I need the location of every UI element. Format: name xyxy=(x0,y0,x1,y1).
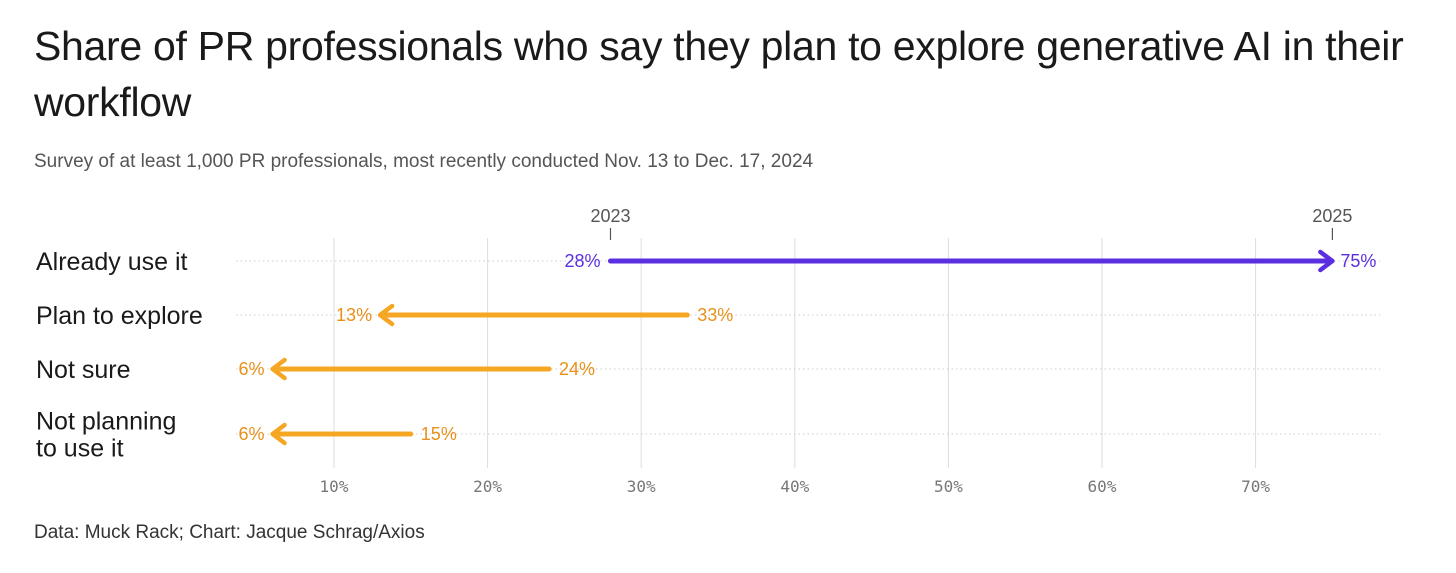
x-tick-label: 10% xyxy=(320,477,349,496)
x-tick-label: 40% xyxy=(780,477,809,496)
value-label-2025: 75% xyxy=(1340,251,1376,271)
x-tick-label: 20% xyxy=(473,477,502,496)
category-label-line: Not planning xyxy=(36,408,176,436)
category-label: Plan to explore xyxy=(36,302,203,330)
arrow-head xyxy=(377,303,395,327)
chart-subtitle: Survey of at least 1,000 PR professional… xyxy=(34,151,814,172)
value-label-2023: 33% xyxy=(697,305,733,325)
arrow-head xyxy=(270,357,287,381)
x-tick-label: 70% xyxy=(1241,477,1270,496)
year-markers: 2023 2025 xyxy=(590,206,1352,240)
row-guides xyxy=(236,260,1380,435)
category-label-line: to use it xyxy=(36,435,124,463)
category-label-line: Not sure xyxy=(36,356,130,384)
chart-title: Share of PR professionals who say they p… xyxy=(34,23,1404,125)
x-tick-label: 60% xyxy=(1088,477,1117,496)
value-label-2025: 6% xyxy=(239,424,265,444)
category-label-line: Already use it xyxy=(36,248,188,276)
arrow-head xyxy=(1318,249,1335,273)
year-label-end: 2025 xyxy=(1312,206,1352,226)
arrow-head xyxy=(270,422,287,446)
category-label: Already use it xyxy=(36,248,188,276)
category-labels: Already use it Plan to explore Not sure Not… xyxy=(36,248,203,463)
value-label-2023: 28% xyxy=(564,251,600,271)
category-label: Not sure xyxy=(36,356,130,384)
arrows: 28% 75% 33% 13% 24% 6% 15% 6% xyxy=(239,249,1376,446)
value-label-2023: 15% xyxy=(421,424,457,444)
year-label-start: 2023 xyxy=(590,206,630,226)
source-credit: Data: Muck Rack; Chart: Jacque Schrag/Ax… xyxy=(34,522,425,543)
category-label: Not planning to use it xyxy=(36,408,176,463)
value-label-2023: 24% xyxy=(559,359,595,379)
value-label-2025: 13% xyxy=(336,305,372,325)
category-label-line: Plan to explore xyxy=(36,302,203,330)
x-tick-label: 30% xyxy=(627,477,656,496)
x-tick-label: 50% xyxy=(934,477,963,496)
gridlines xyxy=(333,238,1257,468)
x-axis-ticks: 10% 20% 30% 40% 50% 60% 70% xyxy=(320,477,1271,496)
value-label-2025: 6% xyxy=(239,359,265,379)
